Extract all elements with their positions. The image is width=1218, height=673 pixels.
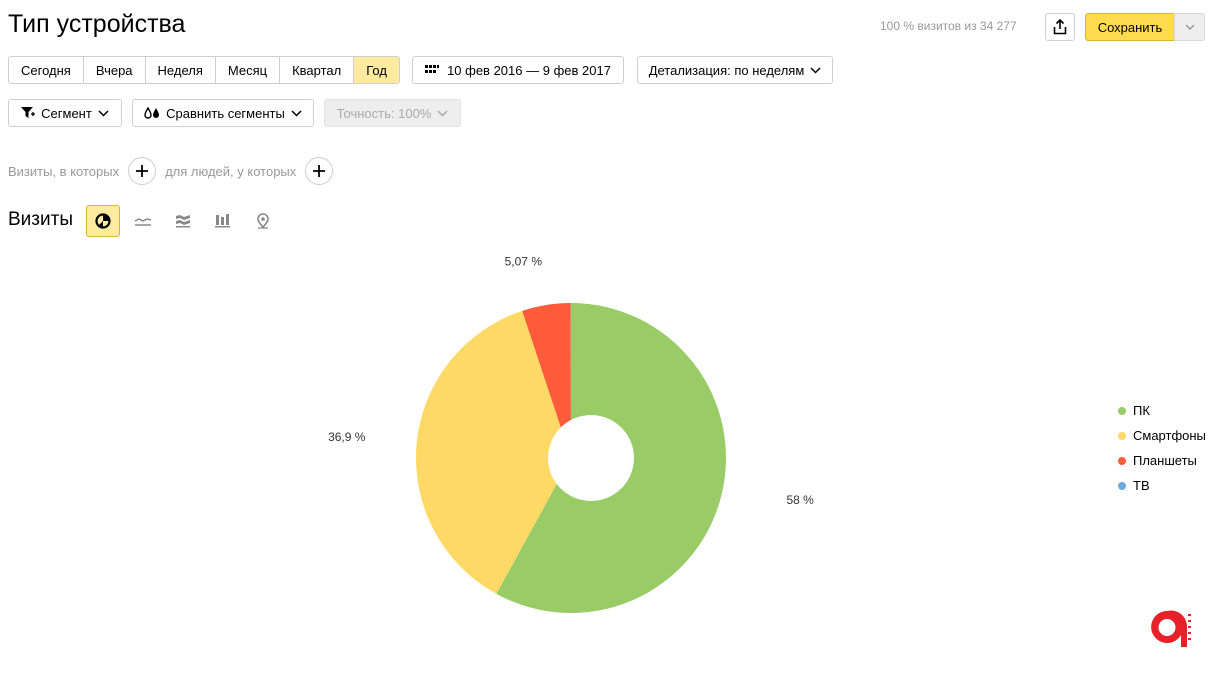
share-icon xyxy=(1053,19,1067,35)
compare-segments-label: Сравнить сегменты xyxy=(166,105,285,121)
legend-item-smartphones[interactable]: Смартфоны xyxy=(1118,423,1206,448)
visits-filter-label: Визиты, в которых xyxy=(8,163,120,179)
pie-chart-icon xyxy=(95,213,111,229)
pie-slice-1[interactable] xyxy=(416,310,571,594)
chart-type-switcher xyxy=(86,205,280,237)
detail-label: Детализация: по неделям xyxy=(648,62,805,78)
compare-segments-button[interactable]: Сравнить сегменты xyxy=(132,99,314,127)
visits-summary: 100 % визитов из 34 277 xyxy=(880,19,1017,33)
add-visits-condition-button[interactable] xyxy=(128,157,157,185)
area-chart-button[interactable] xyxy=(166,205,200,237)
legend-dot xyxy=(1118,406,1126,415)
plus-icon xyxy=(313,165,326,177)
chevron-down-icon xyxy=(810,66,821,74)
pie-slice-2[interactable] xyxy=(522,303,571,458)
filter-icon xyxy=(21,107,36,118)
page-title: Тип устройства xyxy=(8,10,186,38)
bar-chart-button[interactable] xyxy=(206,205,240,237)
map-pin-icon xyxy=(257,213,269,229)
legend-label: ТВ xyxy=(1133,478,1150,493)
filter-row: Визиты, в которых для людей, у которых xyxy=(8,157,334,185)
add-people-condition-button[interactable] xyxy=(305,157,334,185)
legend-dot xyxy=(1118,481,1126,490)
pie-center-hole xyxy=(548,415,634,501)
legend-item-tablets[interactable]: Планшеты xyxy=(1118,448,1206,473)
device-type-pie-chart: 58 % 36,9 % 5,07 % xyxy=(328,254,814,613)
chart-legend: ПК Смартфоны Планшеты ТВ xyxy=(1118,398,1206,498)
pie-value-label: 58 % xyxy=(787,493,815,507)
pie-value-labels: 58 % 36,9 % 5,07 % xyxy=(328,254,814,507)
legend-dot xyxy=(1118,456,1126,465)
segment-label: Сегмент xyxy=(41,105,92,121)
accuracy-label: Точность: 100% xyxy=(336,105,432,121)
date-range-button[interactable]: 10 фев 2016 — 9 фев 2017 xyxy=(412,56,624,84)
tab-yesterday[interactable]: Вчера xyxy=(83,57,146,83)
tab-today[interactable]: Сегодня xyxy=(9,57,84,83)
tab-quarter[interactable]: Квартал xyxy=(280,57,355,83)
accuracy-dropdown[interactable]: Точность: 100% xyxy=(324,99,461,127)
date-range-label: 10 фев 2016 — 9 фев 2017 xyxy=(447,62,611,78)
legend-label: Планшеты xyxy=(1133,453,1197,468)
chart-title: Визиты xyxy=(8,209,73,230)
period-selector: Сегодня Вчера Неделя Месяц Квартал Год xyxy=(8,56,400,84)
people-filter-label: для людей, у которых xyxy=(165,163,297,179)
share-button[interactable] xyxy=(1045,13,1075,41)
tab-week[interactable]: Неделя xyxy=(145,57,216,83)
save-options-button[interactable] xyxy=(1174,13,1205,41)
pie-value-label: 5,07 % xyxy=(505,254,543,268)
line-chart-button[interactable] xyxy=(126,205,160,237)
chevron-down-icon xyxy=(291,109,302,117)
legend-dot xyxy=(1118,431,1126,440)
bar-chart-icon xyxy=(215,214,230,228)
legend-label: Смартфоны xyxy=(1133,428,1206,443)
pie-chart-button[interactable] xyxy=(86,205,120,237)
tab-year[interactable]: Год xyxy=(354,57,399,83)
accell-logo xyxy=(1151,610,1191,647)
save-button[interactable]: Сохранить xyxy=(1085,13,1175,41)
chevron-down-icon xyxy=(437,109,448,117)
map-chart-button[interactable] xyxy=(246,205,280,237)
area-chart-icon xyxy=(176,215,190,228)
compare-segments-icon xyxy=(144,107,160,119)
plus-icon xyxy=(136,165,149,177)
calendar-icon xyxy=(425,65,440,73)
segment-button[interactable]: Сегмент xyxy=(8,99,122,127)
chevron-down-icon xyxy=(1185,24,1194,30)
legend-item-tv[interactable]: ТВ xyxy=(1118,473,1206,498)
legend-item-pc[interactable]: ПК xyxy=(1118,398,1206,423)
legend-label: ПК xyxy=(1133,403,1150,418)
chevron-down-icon xyxy=(98,109,109,117)
tab-month[interactable]: Месяц xyxy=(215,57,281,83)
line-chart-icon xyxy=(134,218,152,226)
pie-slices xyxy=(416,303,727,613)
pie-value-label: 36,9 % xyxy=(328,430,366,444)
detail-dropdown[interactable]: Детализация: по неделям xyxy=(637,56,833,84)
